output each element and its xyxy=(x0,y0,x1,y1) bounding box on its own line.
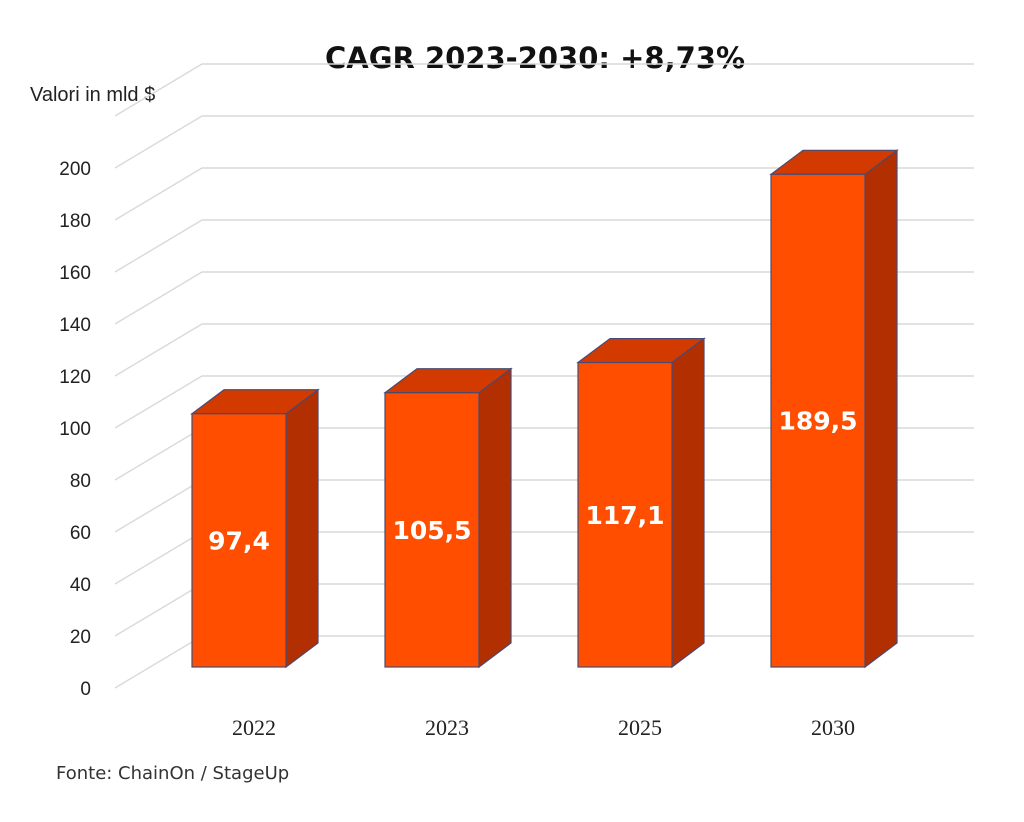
gridline-diagonal xyxy=(114,583,203,637)
y-tick-label: 0 xyxy=(80,679,91,700)
gridline-diagonal xyxy=(114,375,203,429)
bar-value-label: 105,5 xyxy=(392,516,471,545)
y-tick-label: 20 xyxy=(70,627,91,648)
bar-front-face xyxy=(577,361,673,668)
bar-side-face xyxy=(864,149,898,669)
bar: 105,5 xyxy=(383,367,513,669)
chart-title: CAGR 2023-2030: +8,73% xyxy=(325,41,745,75)
y-tick-label: 80 xyxy=(70,471,91,492)
x-tick-label: 2025 xyxy=(618,715,662,740)
y-axis-ticks: 0 20 40 60 80 100 120 140 160 180 200 xyxy=(59,159,91,700)
y-tick-label: 140 xyxy=(59,315,91,336)
x-tick-label: 2023 xyxy=(425,715,469,740)
x-tick-label: 2030 xyxy=(811,715,855,740)
y-tick-label: 40 xyxy=(70,575,91,596)
y-tick-label: 120 xyxy=(59,367,91,388)
gridline-diagonal xyxy=(114,635,203,689)
gridline-diagonal xyxy=(114,167,203,221)
gridline-diagonal xyxy=(114,115,203,169)
bar-value-label: 117,1 xyxy=(585,501,664,530)
bars: 97,4 105,5 117,1 189,5 xyxy=(190,149,899,669)
y-tick-label: 60 xyxy=(70,523,91,544)
x-tick-label: 2022 xyxy=(232,715,276,740)
y-tick-label: 160 xyxy=(59,263,91,284)
bar: 97,4 xyxy=(190,388,320,669)
gridline-diagonal xyxy=(114,219,203,273)
bar-value-label: 189,5 xyxy=(778,407,857,436)
gridline-diagonal xyxy=(114,271,203,325)
y-tick-label: 200 xyxy=(59,159,91,180)
bar: 189,5 xyxy=(769,149,899,669)
gridline-diagonal xyxy=(114,63,203,117)
bar-side-face xyxy=(671,337,705,669)
y-tick-label: 100 xyxy=(59,419,91,440)
gridline-diagonal xyxy=(114,323,203,377)
gridline-diagonal xyxy=(114,531,203,585)
y-tick-label: 180 xyxy=(59,211,91,232)
source-note: Fonte: ChainOn / StageUp xyxy=(56,763,289,784)
bar-front-face xyxy=(770,173,866,668)
y-axis-unit-label: Valori in mld $ xyxy=(30,84,155,106)
gridline-diagonal xyxy=(114,427,203,481)
bar-side-face xyxy=(285,388,319,669)
gridline-diagonal xyxy=(114,479,203,533)
x-axis-ticks: 2022 2023 2025 2030 xyxy=(232,715,855,740)
bar: 117,1 xyxy=(576,337,706,669)
bar-front-face xyxy=(191,413,287,668)
bar-side-face xyxy=(478,367,512,669)
bar-value-label: 97,4 xyxy=(208,526,270,555)
bar-front-face xyxy=(384,392,480,668)
